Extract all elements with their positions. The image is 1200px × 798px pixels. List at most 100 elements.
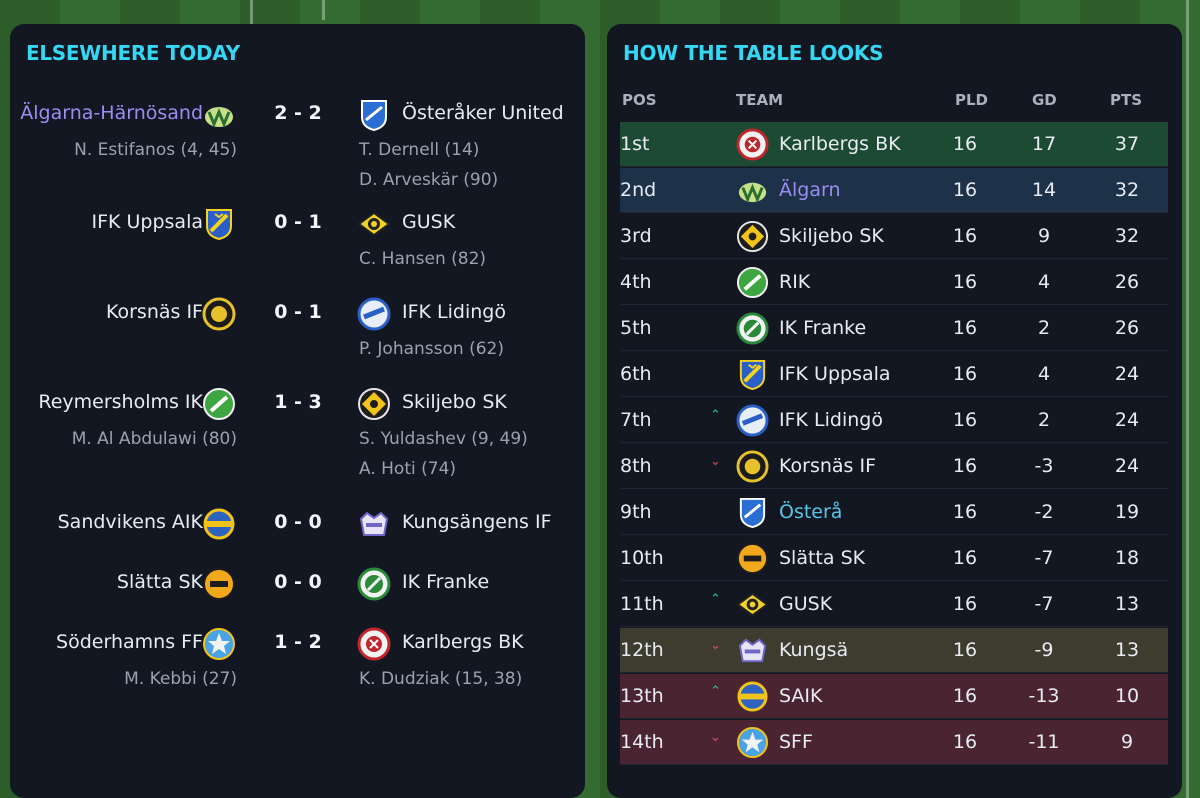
gd-value: -7	[1034, 593, 1054, 615]
pld-value: 16	[952, 731, 978, 753]
position: 13th	[620, 685, 664, 707]
team-name[interactable]: Karlbergs BK	[779, 133, 901, 155]
pts-value: 13	[1114, 639, 1140, 661]
gd-value: 9	[1037, 225, 1051, 247]
franke-badge-icon	[736, 312, 769, 345]
gd-value: -13	[1028, 685, 1060, 707]
away-scorer: D. Arveskär (90)	[359, 170, 499, 190]
pld-value: 16	[952, 225, 978, 247]
pts-value: 13	[1114, 593, 1140, 615]
home-team-name[interactable]: Reymersholms IK	[38, 391, 203, 413]
gd-value: 14	[1031, 179, 1057, 201]
team-name[interactable]: Korsnäs IF	[779, 455, 877, 477]
position: 12th	[620, 639, 664, 661]
skiljebo-badge-icon	[736, 220, 769, 253]
korsnas-badge-icon	[202, 297, 236, 331]
table-row[interactable]: 10th Slätta SK 16 -7 18	[620, 536, 1168, 581]
team-name[interactable]: IFK Uppsala	[779, 363, 891, 385]
header-pos[interactable]: POS	[622, 91, 657, 109]
away-team-name[interactable]: Kungsängens IF	[402, 511, 552, 533]
team-name[interactable]: GUSK	[779, 593, 833, 615]
kungsangen-badge-icon	[357, 507, 391, 541]
position: 8th	[620, 455, 652, 477]
sandviken-badge-icon	[736, 680, 769, 713]
away-scorer: A. Hoti (74)	[359, 459, 457, 479]
match-score[interactable]: 0 - 0	[274, 511, 322, 533]
team-name[interactable]: Kungsä	[779, 639, 849, 661]
pld-value: 16	[952, 271, 978, 293]
slatta-badge-icon	[202, 567, 236, 601]
table-row[interactable]: 13th ⌃ SAIK 16 -13 10	[620, 674, 1168, 719]
home-team-name[interactable]: Korsnäs IF	[105, 301, 203, 323]
away-team-name[interactable]: Österåker United	[402, 102, 564, 124]
team-name[interactable]: SFF	[779, 731, 813, 753]
home-team-name[interactable]: IFK Uppsala	[91, 211, 203, 233]
team-name[interactable]: Slätta SK	[779, 547, 866, 569]
team-name[interactable]: IK Franke	[779, 317, 867, 339]
header-pld[interactable]: PLD	[955, 91, 989, 109]
position: 2nd	[620, 179, 657, 201]
table-row[interactable]: 6th IFK Uppsala 16 4 24	[620, 352, 1168, 397]
away-scorer: C. Hansen (82)	[359, 249, 487, 269]
table-row[interactable]: 3rd Skiljebo SK 16 9 32	[620, 214, 1168, 259]
table-row[interactable]: 14th ⌄ SFF 16 -11 9	[620, 720, 1168, 765]
table-row[interactable]: 8th ⌄ Korsnäs IF 16 -3 24	[620, 444, 1168, 489]
pld-value: 16	[952, 363, 978, 385]
home-team-name[interactable]: Slätta SK	[116, 571, 203, 593]
away-team-name[interactable]: IFK Lidingö	[402, 301, 506, 323]
pld-value: 16	[952, 685, 978, 707]
table-row[interactable]: 9th Österå 16 -2 19	[620, 490, 1168, 535]
team-name[interactable]: RIK	[779, 271, 811, 293]
ifk-uppsala-badge-icon	[202, 207, 236, 241]
pts-value: 9	[1120, 731, 1134, 753]
match-score[interactable]: 0 - 1	[274, 211, 322, 233]
away-team-name[interactable]: IK Franke	[402, 571, 490, 593]
table-row[interactable]: 4th RIK 16 4 26	[620, 260, 1168, 305]
elsewhere-title: ELSEWHERE TODAY	[26, 41, 240, 65]
team-name[interactable]: Älgarn	[779, 179, 841, 201]
table-row[interactable]: 11th ⌃ GUSK 16 -7 13	[620, 582, 1168, 627]
position: 14th	[620, 731, 664, 753]
header-team[interactable]: TEAM	[736, 91, 784, 109]
home-team-name[interactable]: Sandvikens AIK	[57, 511, 203, 533]
away-scorer: K. Dudziak (15, 38)	[359, 669, 523, 689]
table-row[interactable]: 2nd Älgarn 16 14 32	[620, 168, 1168, 213]
away-team-name[interactable]: Skiljebo SK	[402, 391, 507, 413]
table-row[interactable]: 5th IK Franke 16 2 26	[620, 306, 1168, 351]
gd-value: -7	[1034, 547, 1054, 569]
match-score[interactable]: 2 - 2	[274, 102, 322, 124]
pld-value: 16	[952, 547, 978, 569]
match-score[interactable]: 1 - 3	[274, 391, 322, 413]
away-team-name[interactable]: Karlbergs BK	[402, 631, 524, 653]
reymersholm-badge-icon	[736, 266, 769, 299]
match-score[interactable]: 1 - 2	[274, 631, 322, 653]
pts-value: 19	[1114, 501, 1140, 523]
match-score[interactable]: 0 - 0	[274, 571, 322, 593]
home-scorer: M. Kebbi (27)	[124, 669, 237, 689]
home-team-name[interactable]: Älgarna-Härnösand	[20, 102, 203, 124]
team-name[interactable]: Österå	[779, 501, 843, 523]
pts-value: 18	[1114, 547, 1140, 569]
position: 7th	[620, 409, 652, 431]
gd-value: 4	[1037, 363, 1051, 385]
team-name[interactable]: IFK Lidingö	[779, 409, 883, 431]
pld-value: 16	[952, 317, 978, 339]
pts-value: 26	[1114, 317, 1140, 339]
header-gd[interactable]: GD	[1032, 91, 1057, 109]
match-score[interactable]: 0 - 1	[274, 301, 322, 323]
away-team-name[interactable]: GUSK	[402, 211, 456, 233]
table-row[interactable]: 1st Karlbergs BK 16 17 37	[620, 122, 1168, 167]
position: 4th	[620, 271, 652, 293]
pld-value: 16	[952, 409, 978, 431]
ifk-lidingo-badge-icon	[736, 404, 769, 437]
gd-value: 2	[1037, 409, 1051, 431]
header-pts[interactable]: PTS	[1110, 91, 1143, 109]
osteraker-badge-icon	[357, 98, 391, 132]
team-name[interactable]: Skiljebo SK	[779, 225, 884, 247]
home-scorer: N. Estifanos (4, 45)	[74, 140, 237, 160]
table-row[interactable]: 7th ⌃ IFK Lidingö 16 2 24	[620, 398, 1168, 443]
table-row[interactable]: 12th ⌄ Kungsä 16 -9 13	[620, 628, 1168, 673]
team-name[interactable]: SAIK	[779, 685, 823, 707]
slatta-badge-icon	[736, 542, 769, 575]
home-team-name[interactable]: Söderhamns FF	[56, 631, 203, 653]
